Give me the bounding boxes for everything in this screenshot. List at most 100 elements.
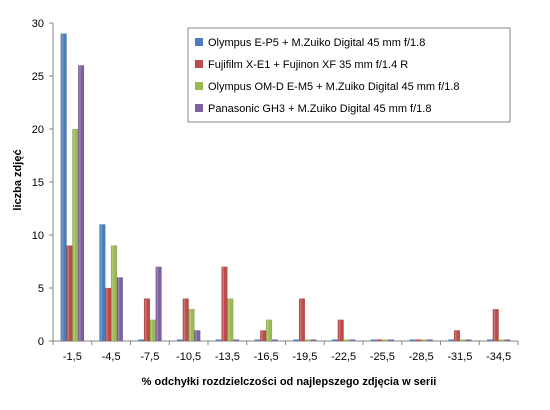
bar (421, 339, 427, 341)
bar (227, 298, 234, 342)
bar (376, 339, 383, 341)
bar-highlight (100, 224, 102, 341)
bar (453, 330, 461, 342)
bar-highlight (117, 277, 120, 341)
bar (343, 339, 350, 341)
bar (426, 339, 433, 341)
y-tick-label: 0 (38, 336, 44, 348)
bar (138, 339, 145, 341)
bar (182, 298, 189, 342)
y-tick-label: 15 (32, 177, 44, 189)
bar (155, 266, 162, 342)
bar (349, 339, 356, 341)
bar (459, 339, 466, 341)
bar (465, 339, 472, 341)
bar-highlight (189, 309, 192, 341)
bar-highlight (79, 65, 81, 342)
bar (415, 339, 422, 341)
bar-highlight (73, 129, 75, 341)
bar (448, 339, 455, 341)
legend-swatch (195, 82, 203, 90)
bar-highlight (300, 298, 302, 341)
bar-highlight (145, 298, 147, 341)
bars (60, 33, 511, 342)
bar (487, 339, 493, 341)
x-tick-label: -10,5 (176, 351, 201, 363)
bar (254, 339, 261, 341)
x-tick-label: -19,5 (292, 351, 317, 363)
bar-highlight (228, 298, 230, 341)
y-tick-label: 25 (32, 71, 44, 83)
bar-highlight (222, 266, 225, 341)
bar-highlight (455, 330, 457, 341)
bar (215, 339, 222, 341)
bar (194, 330, 201, 342)
bar (332, 339, 338, 341)
bar-highlight (112, 245, 114, 341)
x-tick-label: -7,5 (140, 351, 159, 363)
bar (504, 339, 511, 341)
y-tick-label: 5 (38, 283, 44, 295)
x-tick-label: -25,5 (370, 351, 395, 363)
legend-entry: Olympus E-P5 + M.Zuiko Digital 45 mm f/1… (208, 37, 425, 49)
x-tick-label: -34,5 (486, 351, 511, 363)
bar-highlight (61, 33, 64, 341)
bar (110, 245, 118, 342)
x-tick-label: -28,5 (409, 351, 434, 363)
bar-highlight (267, 319, 269, 341)
bar-highlight (183, 298, 186, 341)
x-axis-label: % odchyłki rozdzielczości od najlepszego… (142, 376, 437, 388)
bar-highlight (195, 330, 197, 341)
bar (382, 339, 389, 341)
bar (388, 339, 394, 341)
bar-highlight (67, 245, 70, 341)
bar (99, 224, 106, 342)
x-tick-label: -16,5 (254, 351, 279, 363)
bar-highlight (338, 319, 341, 341)
y-tick-label: 30 (32, 18, 44, 30)
legend-swatch (195, 104, 203, 112)
bar (143, 298, 151, 342)
legend-entry: Olympus OM-D E-M5 + M.Zuiko Digital 45 m… (208, 81, 460, 93)
bar (177, 339, 183, 341)
bar (265, 319, 273, 342)
bar-highlight (150, 319, 153, 341)
legend-box (187, 27, 511, 123)
bar (310, 339, 317, 341)
legend-swatch (195, 60, 203, 68)
bar (66, 245, 73, 342)
bar (260, 330, 267, 342)
x-tick-label: -13,5 (215, 351, 240, 363)
bar (271, 339, 278, 341)
bar (304, 339, 311, 341)
bar (221, 266, 228, 342)
bar (337, 319, 344, 342)
x-tick-label: -4,5 (102, 351, 121, 363)
legend-swatch (195, 38, 203, 46)
legend-entry: Panasonic GH3 + M.Zuiko Digital 45 mm f/… (208, 103, 431, 115)
bar (188, 308, 195, 342)
bar (492, 308, 499, 342)
bar-highlight (156, 266, 159, 341)
bar-highlight (493, 309, 496, 341)
x-tick-label: -1,5 (63, 351, 82, 363)
bar (293, 339, 300, 341)
bar (105, 287, 112, 342)
bar-highlight (106, 288, 108, 341)
y-tick-labels: 0 5 10 15 20 25 30 (32, 18, 44, 348)
legend-entry: Fujifilm X-E1 + Fujinon XF 35 mm f/1.4 R (208, 59, 408, 71)
bar (77, 65, 85, 342)
bar (233, 339, 239, 341)
bar (116, 277, 123, 342)
bar (298, 298, 306, 342)
bar (409, 339, 416, 341)
bar (149, 319, 156, 342)
bar (60, 33, 67, 342)
y-tick-label: 20 (32, 124, 44, 136)
bar (370, 339, 377, 341)
axes (49, 22, 519, 345)
x-tick-label: -22,5 (331, 351, 356, 363)
bar-highlight (261, 330, 263, 341)
